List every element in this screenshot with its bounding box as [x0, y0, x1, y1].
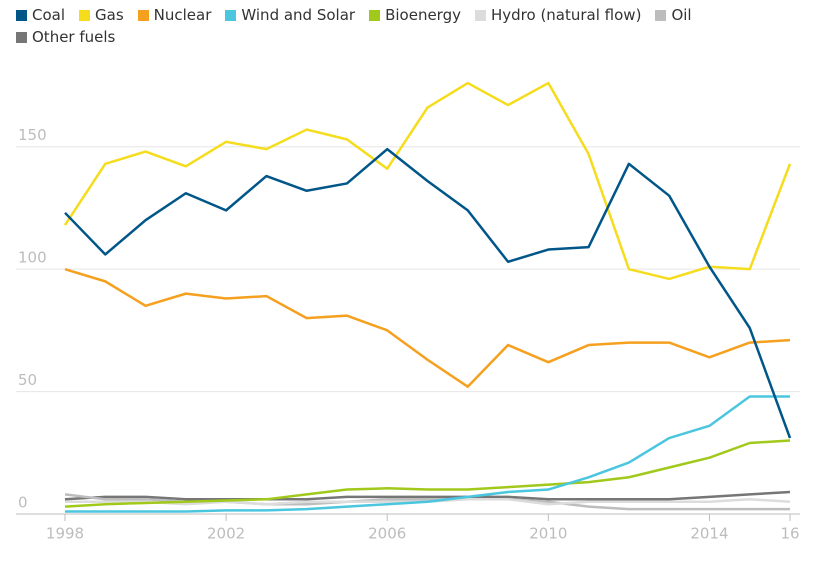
- legend-item: Oil: [655, 6, 692, 24]
- legend-swatch: [474, 9, 486, 21]
- legend-item: Bioenergy: [369, 6, 461, 24]
- x-tick-label: 2014: [690, 525, 728, 543]
- series-line: [64, 439, 791, 508]
- legend-swatch: [137, 9, 149, 21]
- legend-label: Other fuels: [32, 28, 116, 46]
- legend-swatch: [655, 9, 667, 21]
- legend-swatch: [79, 9, 91, 21]
- legend-item: Nuclear: [137, 6, 212, 24]
- x-tick-label: 2006: [368, 525, 406, 543]
- legend-swatch: [16, 31, 27, 43]
- series-line: [64, 147, 792, 439]
- legend-item: Gas: [79, 6, 124, 24]
- legend-label: Wind and Solar: [241, 6, 356, 24]
- series-line: [63, 81, 792, 281]
- legend-label: Hydro (natural flow): [490, 6, 642, 24]
- x-tick-label: 16: [780, 525, 799, 543]
- y-tick-label: 100: [18, 249, 47, 267]
- series-line: [65, 395, 790, 513]
- legend-item: Coal: [16, 6, 65, 24]
- legend-swatch: [225, 9, 237, 21]
- legend-item: Hydro (natural flow): [474, 6, 642, 24]
- legend-label: Coal: [32, 6, 66, 24]
- legend: Coal Gas Nuclear Wind and Solar Bioenergy Hyd…: [16, 6, 716, 46]
- series-line: [64, 490, 791, 501]
- y-tick-label: 150: [18, 126, 47, 144]
- legend-swatch: [369, 9, 381, 21]
- legend-label: Nuclear: [153, 6, 212, 24]
- legend-swatch: [16, 9, 27, 21]
- x-tick-label: 1998: [46, 525, 84, 543]
- y-tick-label: 0: [18, 494, 28, 512]
- y-tick-label: 50: [18, 371, 37, 389]
- legend-item: Wind and Solar: [225, 6, 355, 24]
- legend-item: Other fuels: [16, 28, 115, 46]
- x-tick-label: 2010: [529, 525, 567, 543]
- x-tick-label: 2002: [207, 525, 245, 543]
- series-line: [64, 267, 791, 388]
- legend-label: Bioenergy: [385, 6, 461, 24]
- legend-label: Gas: [95, 6, 124, 24]
- legend-label: Oil: [671, 6, 692, 24]
